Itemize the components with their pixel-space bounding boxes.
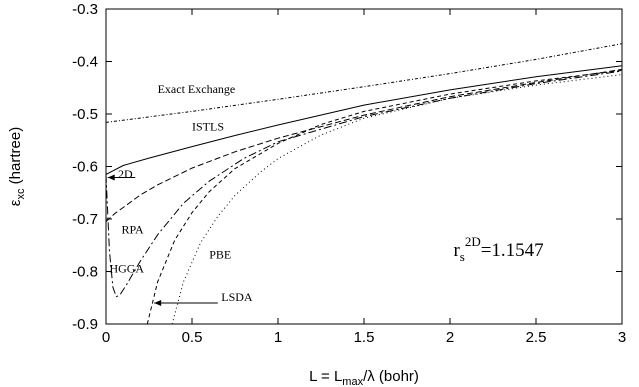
series-line-exact-exchange	[106, 43, 622, 123]
y-axis-title-rest: (hartree)	[7, 127, 24, 189]
annotation-lsda: LSDA	[221, 290, 253, 304]
plot-area	[106, 43, 622, 324]
annotation-d2: 2D	[118, 167, 133, 181]
series-line-lsda	[146, 69, 622, 324]
x-axis-title-rest: /λ (bohr)	[363, 368, 419, 385]
arrow-2d	[107, 174, 136, 181]
annotation-exact: Exact Exchange	[158, 82, 236, 96]
x-axis-title: L = Lmax/λ (bohr)	[309, 368, 419, 387]
x-tick-label: 2.5	[526, 329, 547, 346]
annotation-istls: ISTLS	[192, 119, 224, 133]
rs-label-base: r	[453, 240, 460, 261]
x-tick-label: 1.5	[354, 329, 375, 346]
x-axis-title-main: L = L	[309, 368, 342, 385]
x-tick-label: 2	[446, 329, 454, 346]
y-tick-label: -0.8	[72, 264, 98, 281]
arrow-lsda	[154, 300, 218, 306]
y-tick-label: -0.5	[72, 106, 98, 123]
series-line-istls	[106, 65, 622, 175]
y-tick-label: -0.4	[72, 54, 98, 71]
y-axis-title-sub: xc	[15, 188, 27, 200]
rs-label-rest: =1.1547	[481, 240, 544, 261]
x-tick-label: 3	[618, 329, 626, 346]
x-tick-label: 1	[274, 329, 282, 346]
x-tick-label: 0	[102, 329, 110, 346]
rs-label-sup: 2D	[465, 234, 481, 249]
rs-label-sub: s	[460, 249, 465, 264]
series-line-rpa	[106, 68, 622, 222]
y-tick-label: -0.3	[72, 1, 98, 18]
annotation-hgga: HGGA	[109, 262, 144, 276]
series-lines	[106, 43, 622, 324]
plot-frame	[105, 8, 623, 325]
annotations: Exact Exchange ISTLS 2D RPA HGGA PBE LSDA	[107, 82, 253, 306]
rs-label: rs2D=1.1547	[453, 234, 543, 264]
y-axis-title-main: ε	[7, 199, 24, 206]
axis-ticks: 0 0.5 1 1.5 2 2.5 3 -0.9 -0.8 -0.7 -0.6 -0.5 -0.4 -0.…	[72, 1, 626, 346]
x-tick-label: 0.5	[182, 329, 203, 346]
y-tick-label: -0.9	[72, 316, 98, 333]
series-line-hgga	[106, 70, 622, 298]
y-axis-title: εxc (hartree)	[7, 127, 27, 206]
annotation-pbe: PBE	[209, 247, 231, 261]
y-tick-label: -0.6	[72, 159, 98, 176]
annotation-rpa: RPA	[121, 223, 144, 237]
series-line-pbe	[171, 74, 622, 324]
x-axis-title-sub: max	[342, 376, 363, 387]
y-tick-label: -0.7	[72, 211, 98, 228]
